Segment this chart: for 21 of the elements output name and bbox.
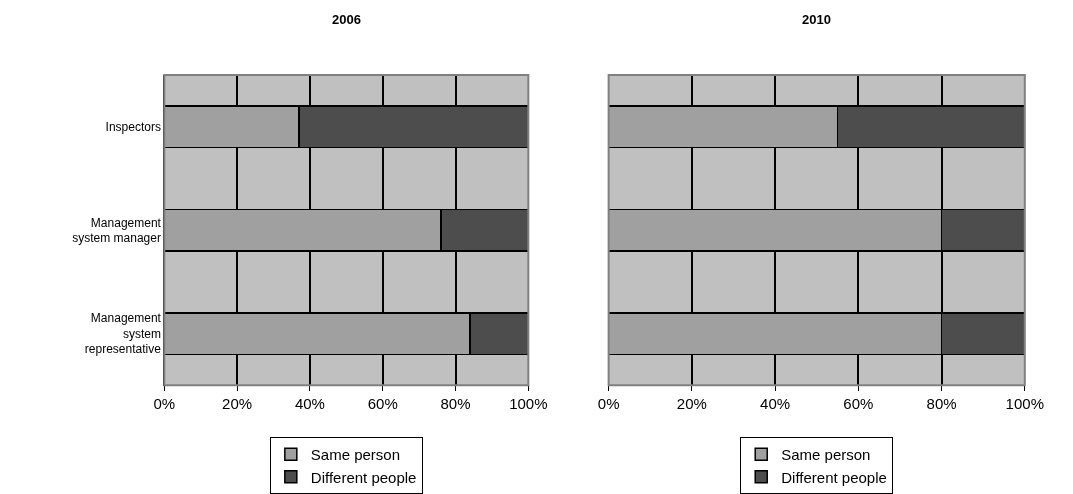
chart-title: 2006 bbox=[332, 12, 361, 27]
legend-label: Different people bbox=[310, 468, 417, 486]
y-tick-label: Management system manager bbox=[72, 215, 162, 246]
x-tick-label: 0% bbox=[153, 395, 176, 413]
x-tick-label: 100% bbox=[509, 395, 548, 413]
legend-label: Same person bbox=[781, 446, 871, 464]
x-tick-label: 100% bbox=[1005, 395, 1044, 413]
x-tick-label: 40% bbox=[760, 395, 791, 413]
x-tick-label: 0% bbox=[597, 395, 620, 413]
x-tick-label: 60% bbox=[367, 395, 398, 413]
legend-label: Different people bbox=[781, 468, 887, 486]
x-tick-label: 80% bbox=[440, 395, 471, 413]
x-tick-label: 20% bbox=[222, 395, 253, 413]
chart-title: 2010 bbox=[802, 12, 831, 27]
x-tick-label: 40% bbox=[294, 395, 325, 413]
x-tick-label: 80% bbox=[926, 395, 957, 413]
x-tick-label: 60% bbox=[843, 395, 874, 413]
x-tick-label: 20% bbox=[676, 395, 707, 413]
y-tick-label: Inspectors bbox=[105, 120, 161, 134]
y-tick-label: Management system representative bbox=[84, 311, 162, 357]
legend-label: Same person bbox=[310, 446, 401, 464]
